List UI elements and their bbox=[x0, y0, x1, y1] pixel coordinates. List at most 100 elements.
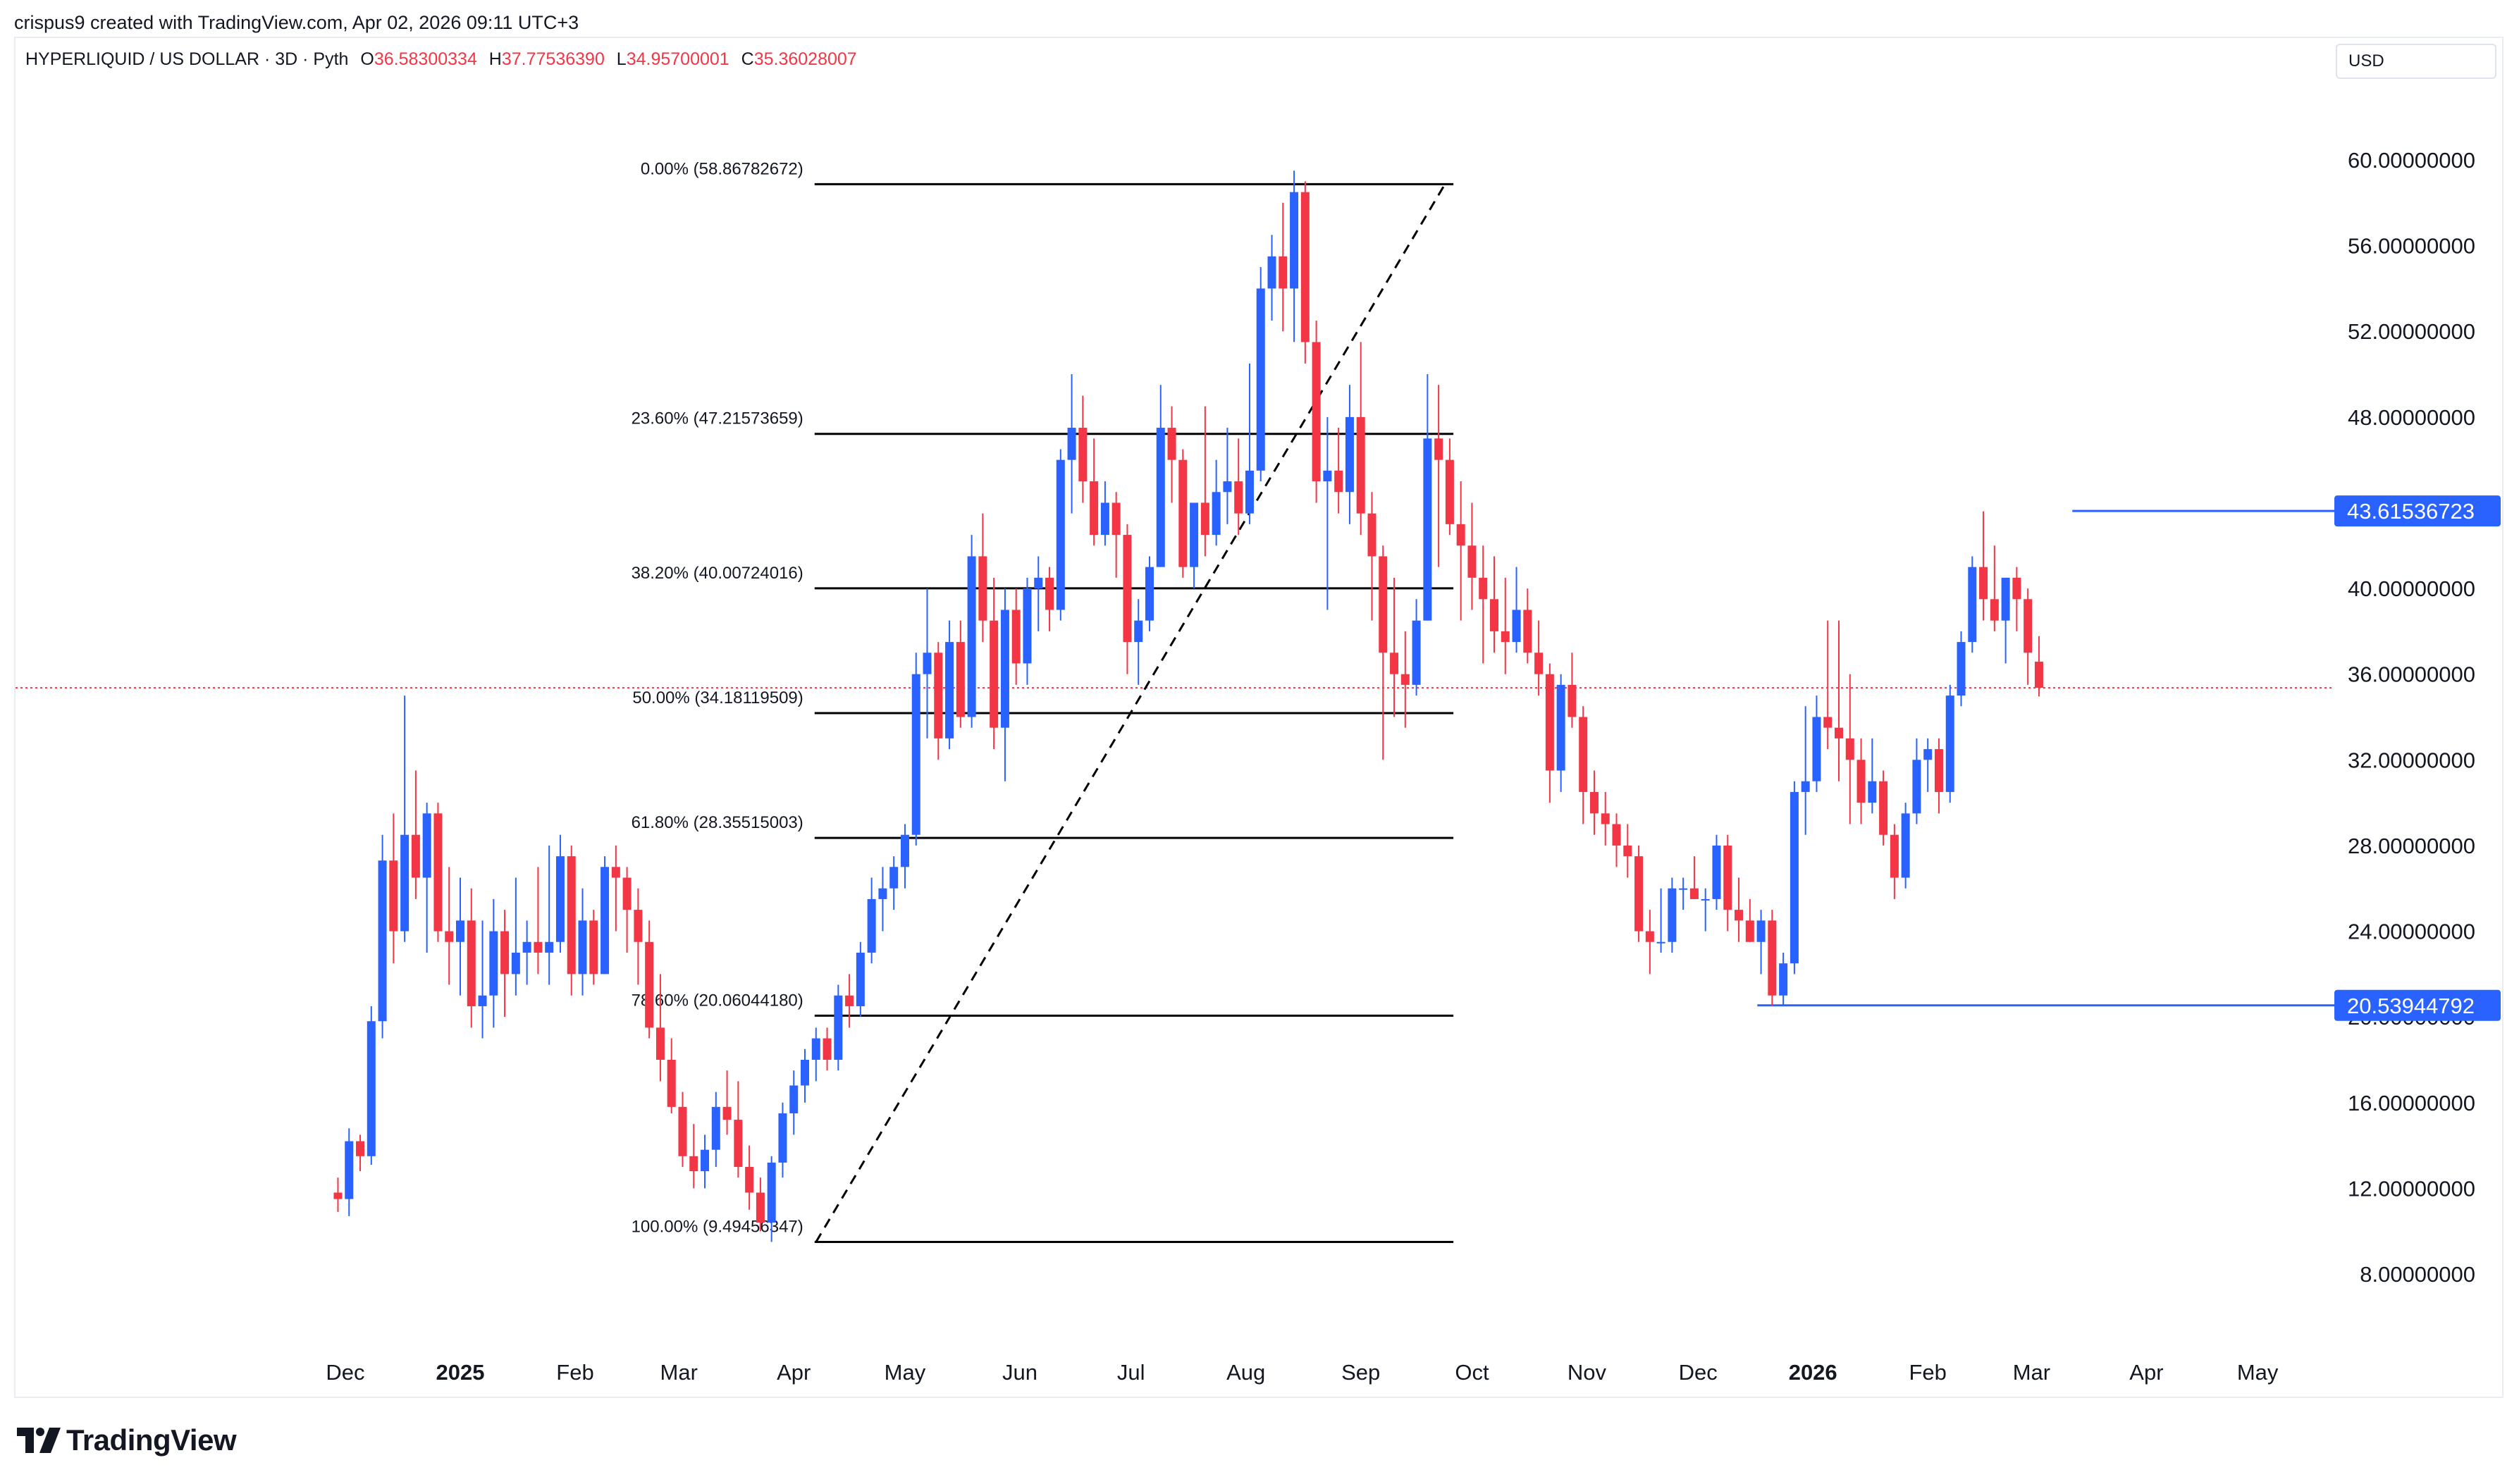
candle bbox=[1823, 620, 1833, 750]
candle bbox=[789, 1070, 799, 1135]
candle-body bbox=[1823, 717, 1833, 728]
candle bbox=[1312, 321, 1321, 503]
price-tick-label: 32.00000000 bbox=[2348, 748, 2475, 772]
candle bbox=[1556, 674, 1565, 792]
candle-body bbox=[1512, 610, 1521, 643]
candle-body bbox=[1679, 888, 1688, 890]
time-axis[interactable]: Dec 2025 Feb Mar Apr May Jun Jul Aug Sep Oct Nov Dec… bbox=[326, 1360, 2279, 1385]
candle bbox=[1612, 813, 1621, 867]
time-tick-label: Apr bbox=[777, 1360, 811, 1385]
level-price-box bbox=[2334, 989, 2501, 1021]
candle bbox=[1901, 803, 1910, 889]
candle-body bbox=[2034, 661, 2043, 688]
candle bbox=[1856, 738, 1866, 824]
candle bbox=[578, 888, 587, 996]
candle bbox=[1412, 599, 1421, 696]
candle bbox=[756, 1177, 765, 1232]
horizontal-levels[interactable] bbox=[1757, 509, 2334, 1007]
time-tick-label: Feb bbox=[1909, 1360, 1946, 1385]
candle bbox=[1879, 770, 1888, 846]
candle bbox=[1111, 492, 1121, 578]
fib-trend-line[interactable] bbox=[815, 183, 1446, 1243]
candle bbox=[545, 845, 554, 985]
candle-body bbox=[1634, 856, 1644, 932]
candle bbox=[645, 920, 654, 1039]
candle-body bbox=[1689, 888, 1699, 899]
candle bbox=[1990, 545, 1999, 631]
candle bbox=[1835, 620, 1843, 781]
chart-credit: crispus9 created with TradingView.com, A… bbox=[14, 12, 579, 33]
candle bbox=[1579, 706, 1588, 824]
candle-body bbox=[400, 834, 409, 932]
candle-body bbox=[422, 813, 431, 878]
candle-body bbox=[1479, 577, 1488, 600]
candle-body bbox=[1023, 588, 1032, 664]
fibonacci-retracement[interactable]: 0.00% (58.86782672) 23.60% (47.21573659) 3… bbox=[632, 159, 1454, 1244]
candle-body bbox=[1856, 760, 1866, 803]
time-tick-label: Oct bbox=[1455, 1360, 1489, 1385]
candle bbox=[1868, 738, 1877, 814]
currency-selector[interactable]: USD bbox=[2336, 44, 2496, 79]
time-tick-label: Jun bbox=[1002, 1360, 1037, 1385]
fib-level-label: 100.00% (9.49456347) bbox=[632, 1218, 803, 1237]
candle-body bbox=[1835, 727, 1843, 738]
candle-body bbox=[1100, 502, 1109, 536]
candle-body bbox=[1445, 459, 1454, 524]
candle-body bbox=[478, 995, 487, 1006]
candle-body bbox=[611, 867, 620, 878]
time-tick-label: May bbox=[885, 1360, 926, 1385]
candle bbox=[745, 1145, 754, 1210]
candle-body bbox=[1290, 192, 1299, 289]
candle-body bbox=[1379, 556, 1388, 653]
candle-body bbox=[934, 653, 943, 738]
candle-body bbox=[1756, 920, 1766, 942]
candle bbox=[1957, 631, 1966, 707]
candle-body bbox=[433, 813, 443, 932]
candle-body bbox=[534, 941, 543, 953]
candle bbox=[1034, 556, 1043, 631]
price-tick-label: 48.00000000 bbox=[2348, 405, 2475, 430]
candle bbox=[1490, 556, 1498, 653]
candle-body bbox=[1056, 459, 1065, 610]
candle-body bbox=[1656, 941, 1665, 944]
candle-body bbox=[345, 1141, 354, 1199]
candle bbox=[734, 1081, 743, 1178]
candle-body bbox=[1234, 481, 1243, 514]
candle-body bbox=[601, 867, 610, 975]
candle bbox=[333, 1177, 343, 1212]
candle bbox=[1134, 599, 1143, 685]
candle bbox=[522, 920, 531, 985]
candle bbox=[823, 1027, 832, 1071]
close-label: C bbox=[741, 49, 754, 69]
high-value: 37.77536390 bbox=[501, 49, 605, 69]
candle-body bbox=[689, 1156, 698, 1172]
candle bbox=[1334, 428, 1343, 514]
candle bbox=[1768, 910, 1777, 1006]
candle bbox=[778, 1102, 787, 1178]
candle-body bbox=[1111, 502, 1121, 536]
candle bbox=[1056, 449, 1065, 621]
candle bbox=[678, 1092, 687, 1167]
candle-body bbox=[1568, 684, 1577, 717]
candle-body bbox=[1223, 481, 1232, 493]
candle-body bbox=[589, 920, 598, 975]
candle bbox=[456, 877, 464, 996]
candle-body bbox=[722, 1106, 732, 1120]
candle bbox=[655, 974, 665, 1082]
candle-body bbox=[1623, 845, 1632, 857]
time-tick-label: Jul bbox=[1117, 1360, 1145, 1385]
candle-body bbox=[1312, 342, 1321, 482]
candle-body bbox=[756, 1192, 765, 1223]
price-axis[interactable]: 8.0000000012.0000000016.0000000020.00000… bbox=[2348, 148, 2475, 1287]
price-tick-label: 16.00000000 bbox=[2348, 1091, 2475, 1115]
candle-body bbox=[811, 1038, 820, 1060]
price-tick-label: 28.00000000 bbox=[2348, 834, 2475, 858]
candle bbox=[2034, 636, 2043, 697]
candle bbox=[511, 877, 520, 996]
candle bbox=[601, 856, 610, 975]
candle-body bbox=[555, 856, 565, 942]
candle-body bbox=[767, 1162, 776, 1223]
candle-body bbox=[1367, 513, 1376, 557]
candle bbox=[500, 910, 510, 1018]
